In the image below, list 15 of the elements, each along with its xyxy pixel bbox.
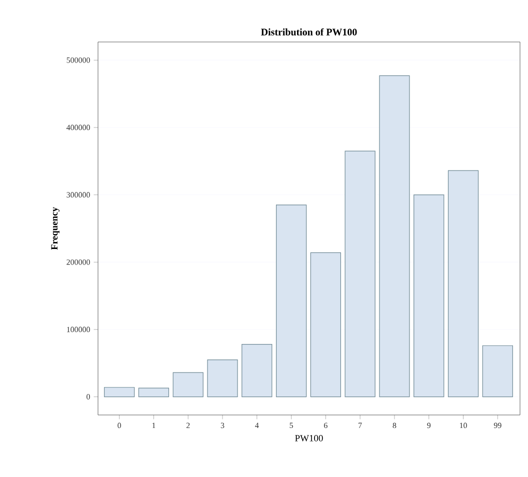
bar — [414, 194, 444, 398]
chart-title: Distribution of PW100 — [261, 28, 357, 36]
bar — [310, 252, 341, 398]
bar — [172, 372, 204, 398]
bar — [344, 150, 376, 398]
bar — [207, 359, 238, 398]
bar — [104, 387, 135, 398]
bar — [379, 75, 410, 398]
y-axis-title: Frequency — [51, 207, 60, 250]
bar — [448, 170, 479, 398]
bar — [138, 388, 170, 398]
x-axis-title: PW100 — [295, 434, 323, 442]
bar — [482, 345, 513, 398]
bar — [276, 204, 307, 398]
bar — [242, 344, 272, 398]
